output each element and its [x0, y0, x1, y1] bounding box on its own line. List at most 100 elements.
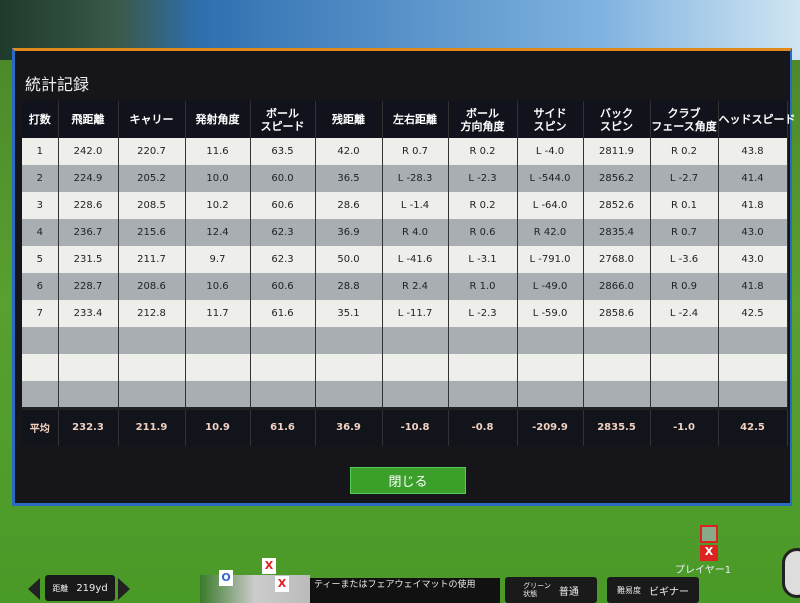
- table-cell: 41.8: [718, 192, 788, 219]
- table-cell: 10.6: [185, 273, 251, 300]
- table-cell: 35.1: [315, 300, 383, 327]
- table-cell: 28.6: [315, 192, 383, 219]
- table-cell: R 0.2: [448, 192, 518, 219]
- table-cell: R 0.1: [650, 192, 719, 219]
- table-cell: 4: [22, 219, 59, 246]
- table-cell: L -41.6: [382, 246, 449, 273]
- difficulty-box[interactable]: 難易度 ビギナー: [607, 577, 699, 603]
- table-cell: [58, 327, 119, 354]
- average-cell: 61.6: [250, 406, 316, 446]
- table-cell: [58, 381, 119, 408]
- table-cell: L -64.0: [517, 192, 584, 219]
- table-cell: 28.8: [315, 273, 383, 300]
- table-cell: 62.3: [250, 246, 316, 273]
- table-cell: [250, 354, 316, 381]
- player-remove-icon[interactable]: X: [700, 545, 718, 561]
- green-condition-box[interactable]: グリーン 状態 普通: [505, 577, 597, 603]
- table-cell: 233.4: [58, 300, 119, 327]
- table-cell: 228.7: [58, 273, 119, 300]
- pin-x-icon[interactable]: X: [275, 576, 289, 592]
- table-row: 4 236.7 215.6 12.4 62.3 36.9 R 4.0 R 0.6 R 42.0 2…: [22, 219, 788, 246]
- pin-x-icon[interactable]: X: [262, 558, 276, 574]
- table-cell: 10.0: [185, 165, 251, 192]
- table-cell: L -59.0: [517, 300, 584, 327]
- average-cell: -209.9: [517, 406, 584, 446]
- table-cell: 10.2: [185, 192, 251, 219]
- table-cell: 63.5: [250, 138, 316, 165]
- table-cell: R 1.0: [448, 273, 518, 300]
- distance-label: 距離: [52, 583, 69, 593]
- table-cell: L -3.6: [650, 246, 719, 273]
- table-cell: R 0.2: [448, 138, 518, 165]
- table-cell: [517, 327, 584, 354]
- prev-distance-arrow-icon[interactable]: [28, 578, 40, 600]
- table-cell: 60.0: [250, 165, 316, 192]
- table-cell: [718, 327, 788, 354]
- mat-selector[interactable]: [200, 575, 310, 603]
- green-label: グリーン 状態: [523, 582, 551, 598]
- average-cell: 42.5: [718, 406, 788, 446]
- table-cell: [718, 354, 788, 381]
- table-cell: 208.5: [118, 192, 186, 219]
- table-cell: L -1.4: [382, 192, 449, 219]
- table-cell: 11.6: [185, 138, 251, 165]
- table-row: 5 231.5 211.7 9.7 62.3 50.0 L -41.6 L -3.1 L -79…: [22, 246, 788, 273]
- table-cell: R 0.9: [650, 273, 719, 300]
- table-cell: [185, 381, 251, 408]
- close-button[interactable]: 閉じる: [350, 467, 466, 494]
- pin-o-icon[interactable]: O: [219, 570, 233, 586]
- table-cell: 43.0: [718, 246, 788, 273]
- table-cell: 43.8: [718, 138, 788, 165]
- table-cell: 2858.6: [583, 300, 651, 327]
- average-row: 平均 232.3 211.9 10.9 61.6 36.9 -10.8 -0.8 -209.9 2…: [22, 406, 788, 446]
- table-cell: 2768.0: [583, 246, 651, 273]
- table-cell: 42.0: [315, 138, 383, 165]
- table-cell: [448, 381, 518, 408]
- table-cell: [185, 327, 251, 354]
- table-cell: [315, 354, 383, 381]
- table-cell: [315, 381, 383, 408]
- table-row: 7 233.4 212.8 11.7 61.6 35.1 L -11.7 L -2.3 L -5…: [22, 300, 788, 327]
- table-cell: 228.6: [58, 192, 119, 219]
- table-cell: 62.3: [250, 219, 316, 246]
- table-cell: [517, 381, 584, 408]
- table-cell: 2: [22, 165, 59, 192]
- side-button[interactable]: [782, 548, 800, 598]
- table-cell: 224.9: [58, 165, 119, 192]
- table-row: 2 224.9 205.2 10.0 60.0 36.5 L -28.3 L -2.3 L -5…: [22, 165, 788, 192]
- table-cell: 7: [22, 300, 59, 327]
- difficulty-value: ビギナー: [649, 586, 689, 598]
- table-cell: [58, 354, 119, 381]
- table-cell: R 0.7: [650, 219, 719, 246]
- table-cell: 61.6: [250, 300, 316, 327]
- table-cell: [250, 381, 316, 408]
- table-cell: 212.8: [118, 300, 186, 327]
- table-cell: L -11.7: [382, 300, 449, 327]
- table-cell: 36.5: [315, 165, 383, 192]
- table-cell: L -791.0: [517, 246, 584, 273]
- table-cell: [583, 381, 651, 408]
- column-header: 左右距離: [382, 101, 449, 138]
- empty-row: [22, 354, 788, 381]
- table-cell: [250, 327, 316, 354]
- column-header: 残距離: [315, 101, 383, 138]
- table-cell: L -49.0: [517, 273, 584, 300]
- average-cell: 211.9: [118, 406, 186, 446]
- table-cell: 2866.0: [583, 273, 651, 300]
- column-header: 打数: [22, 101, 59, 138]
- table-cell: L -2.4: [650, 300, 719, 327]
- table-cell: [22, 354, 59, 381]
- table-cell: [382, 354, 449, 381]
- table-cell: [315, 327, 383, 354]
- empty-row: [22, 327, 788, 354]
- column-header: クラブ フェース角度: [650, 101, 719, 138]
- next-distance-arrow-icon[interactable]: [118, 578, 130, 600]
- table-row: 1 242.0 220.7 11.6 63.5 42.0 R 0.7 R 0.2 L -4.0 2…: [22, 138, 788, 165]
- difficulty-label: 難易度: [617, 585, 641, 595]
- table-cell: [382, 327, 449, 354]
- table-cell: R 2.4: [382, 273, 449, 300]
- column-header: ボール 方向角度: [448, 101, 518, 138]
- player-name: プレイヤー1: [675, 565, 732, 576]
- column-header: ヘッドスピード: [718, 101, 796, 138]
- table-cell: [583, 327, 651, 354]
